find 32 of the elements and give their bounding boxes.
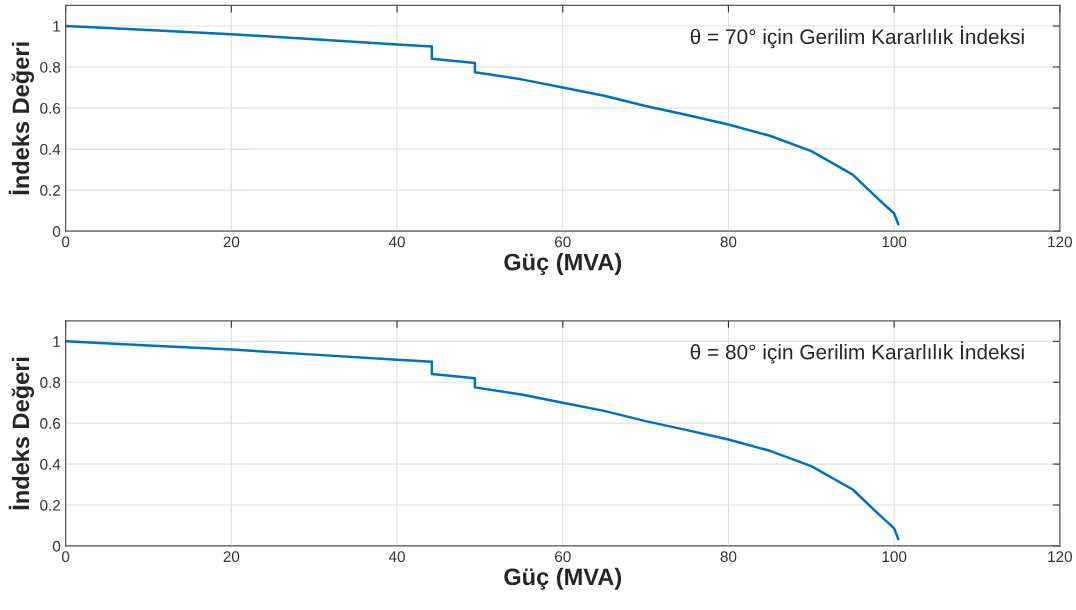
- y-tick-label: 0.8: [40, 61, 61, 73]
- x-tick-label: 20: [223, 236, 240, 248]
- x-tick-label: 0: [61, 551, 70, 563]
- x-tick-label: 100: [882, 551, 907, 563]
- x-tick-label: 20: [223, 551, 240, 563]
- x-tick-label: 100: [882, 236, 907, 248]
- y-tick-label: 0.4: [40, 458, 61, 470]
- y-axis-title: İndeks Değeri: [8, 357, 34, 510]
- annotation: θ = 70° için Gerilim Kararlılık İndeksi: [690, 25, 1024, 49]
- y-tick-label: 1: [53, 336, 61, 347]
- x-tick-label: 60: [555, 551, 571, 563]
- y-tick-label: 0.6: [40, 418, 61, 429]
- annotation: θ = 80° için Gerilim Kararlılık İndeksi: [690, 341, 1024, 364]
- y-tick-label: 1: [53, 21, 61, 32]
- x-tick-label: 40: [388, 236, 405, 248]
- y-tick-label: 0: [52, 540, 61, 552]
- y-tick-label: 0.6: [40, 102, 61, 114]
- x-tick-label: 0: [61, 236, 70, 248]
- x-tick-label: 80: [720, 551, 737, 563]
- x-tick-label: 120: [1048, 236, 1073, 248]
- x-axis-title: Güç (MVA): [504, 253, 622, 276]
- y-tick-label: 0.4: [40, 143, 61, 155]
- x-tick-label: 60: [555, 236, 571, 248]
- y-tick-label: 0.2: [40, 185, 61, 196]
- y-tick-label: 0: [52, 226, 61, 237]
- x-tick-label: 40: [388, 551, 405, 563]
- y-tick-label: 0.2: [40, 499, 61, 511]
- x-axis-title: Güç (MVA): [504, 567, 622, 590]
- x-tick-label: 120: [1048, 551, 1073, 563]
- x-tick-label: 80: [720, 236, 737, 248]
- y-tick-label: 0.8: [40, 377, 61, 388]
- y-axis-title: İndeks Değeri: [8, 42, 34, 195]
